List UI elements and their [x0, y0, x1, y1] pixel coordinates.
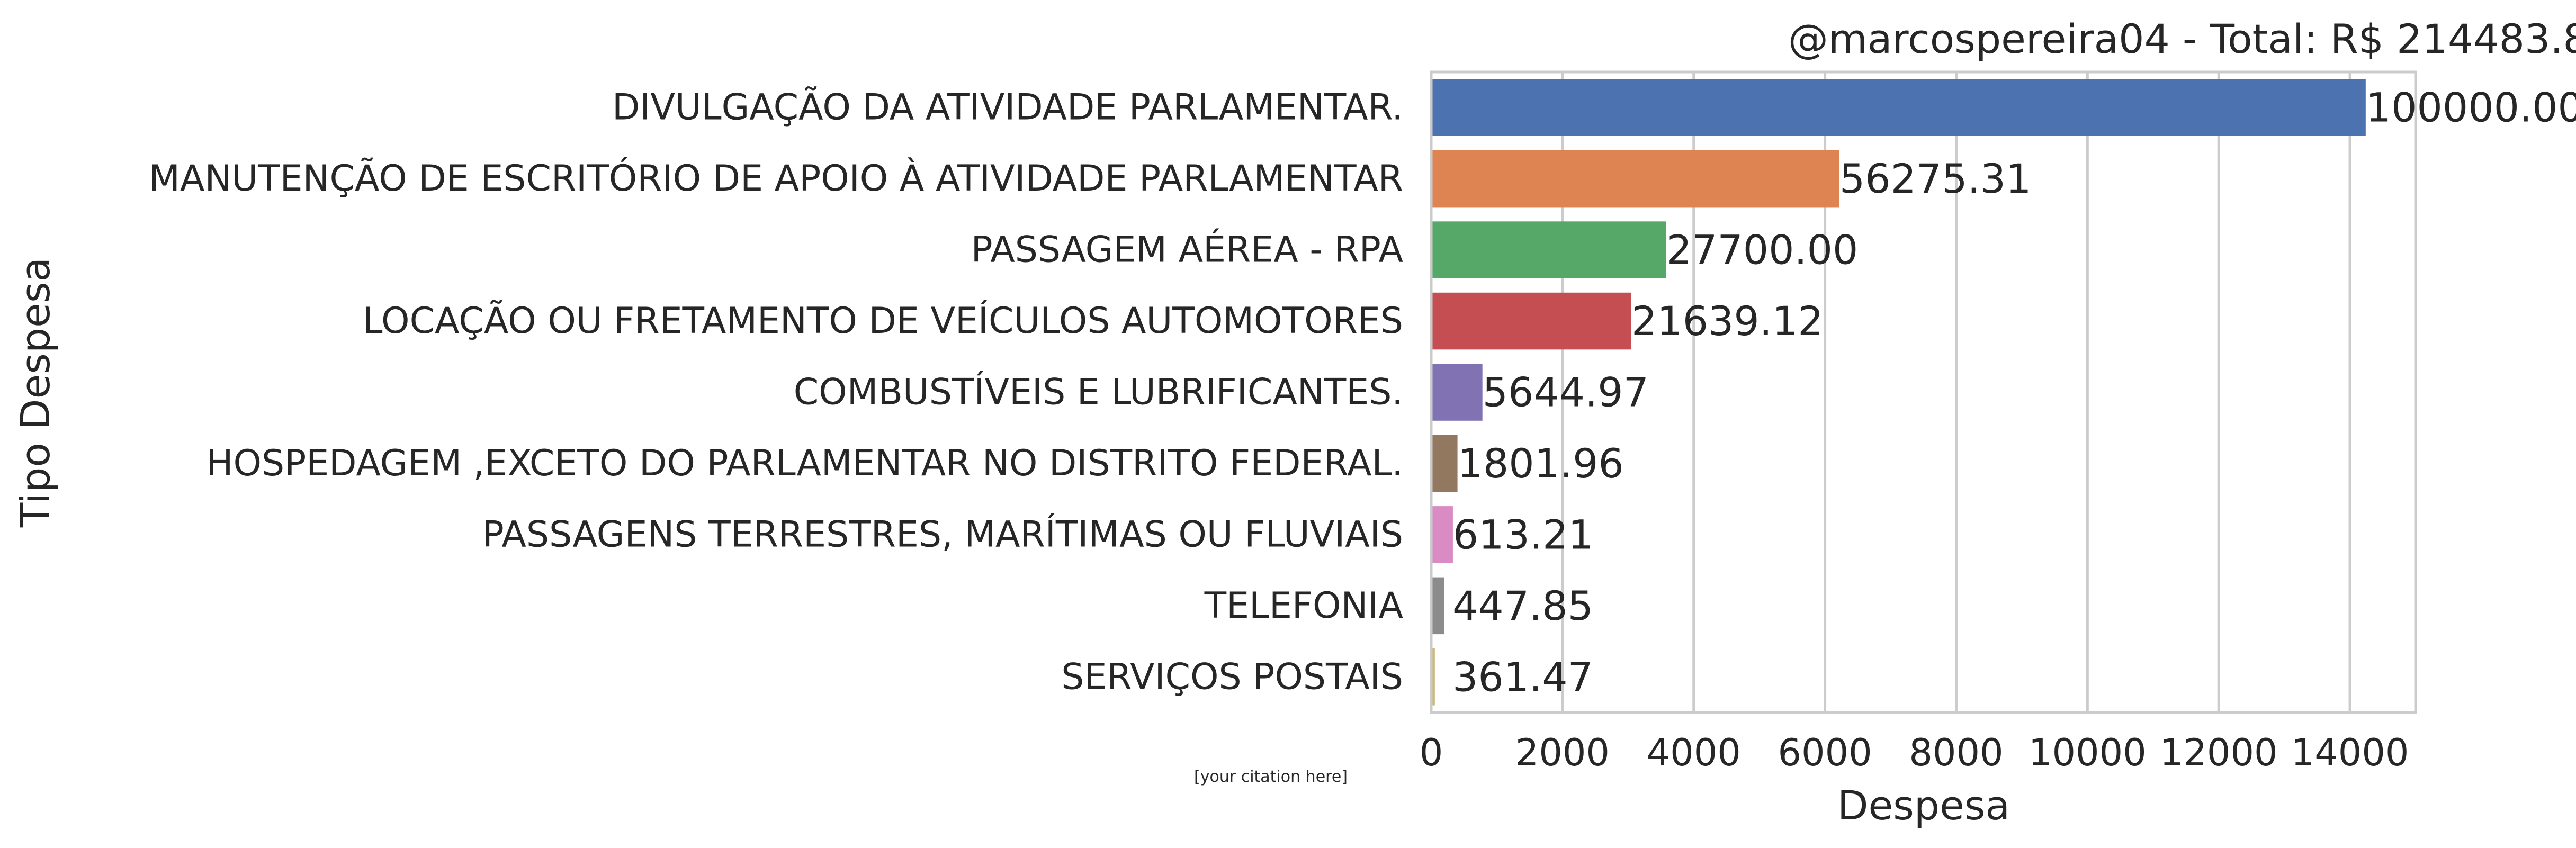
data-label: 1801.96 [1458, 440, 1624, 487]
y-tick-label: MANUTENÇÃO DE ESCRITÓRIO DE APOIO À ATIV… [149, 157, 1403, 200]
data-label: 56275.31 [1839, 155, 2032, 202]
y-tick-label: TELEFONIA [1204, 585, 1403, 627]
y-tick-label: LOCAÇÃO OU FRETAMENTO DE VEÍCULOS AUTOMO… [363, 300, 1403, 342]
x-tick-label: 4000 [1647, 731, 1741, 774]
y-tick-label: COMBUSTÍVEIS E LUBRIFICANTES. [794, 371, 1403, 413]
bars [1431, 79, 2366, 706]
y-tick-labels: DIVULGAÇÃO DA ATIVIDADE PARLAMENTAR. MANU… [149, 86, 1403, 698]
bar [1431, 79, 2366, 136]
bar [1431, 221, 1666, 278]
x-tick-label: 2000 [1515, 731, 1610, 774]
data-label: 5644.97 [1483, 369, 1649, 416]
data-label: 361.47 [1452, 653, 1593, 700]
citation-footnote: [your citation here] [1194, 768, 1348, 786]
y-tick-label: SERVIÇOS POSTAIS [1061, 656, 1403, 698]
data-label: 100000.00 [2366, 84, 2576, 131]
data-label: 21639.12 [1631, 297, 1824, 345]
bar [1431, 150, 1839, 208]
bar [1431, 292, 1631, 350]
x-tick-label: 0 [1420, 731, 1443, 774]
y-tick-label: PASSAGEM AÉREA - RPA [971, 229, 1403, 271]
x-tick-labels: 0 2000 4000 6000 8000 10000 12000 14000 [1420, 731, 2409, 774]
data-label: 27700.00 [1666, 227, 1859, 274]
x-axis-label: Despesa [1837, 782, 2010, 829]
bar [1431, 577, 1444, 635]
y-tick-label: PASSAGENS TERRESTRES, MARÍTIMAS OU FLUVI… [482, 513, 1403, 555]
bar [1431, 435, 1458, 492]
bar [1431, 506, 1453, 563]
data-label: 447.85 [1452, 582, 1593, 629]
x-tick-label: 8000 [1909, 731, 2003, 774]
chart-title: @marcospereira04 - Total: R$ 214483.89 [1788, 15, 2576, 62]
data-label: 613.21 [1453, 511, 1594, 558]
y-tick-label: DIVULGAÇÃO DA ATIVIDADE PARLAMENTAR. [612, 86, 1403, 129]
y-tick-label: HOSPEDAGEM ,EXCETO DO PARLAMENTAR NO DIS… [206, 443, 1403, 484]
y-axis-label: Tipo Despesa [12, 257, 59, 528]
x-tick-label: 12000 [2160, 731, 2278, 774]
x-tick-label: 14000 [2291, 731, 2409, 774]
bar [1431, 648, 1435, 706]
x-tick-label: 10000 [2029, 731, 2147, 774]
x-tick-label: 6000 [1778, 731, 1872, 774]
plot-frame [1430, 70, 2417, 714]
bar [1431, 364, 1483, 421]
data-labels: 100000.00 56275.31 27700.00 21639.12 5644.97… [1452, 84, 2576, 701]
